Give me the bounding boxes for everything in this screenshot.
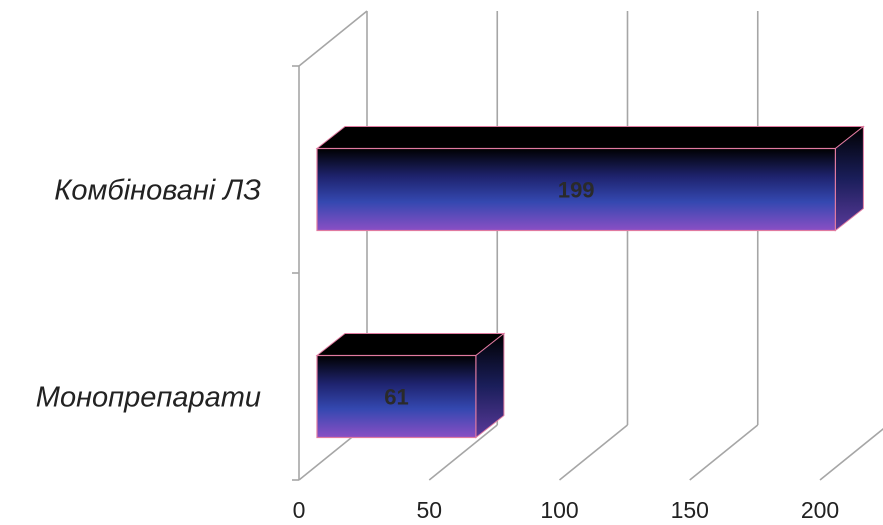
bars <box>315 125 865 439</box>
bar-front-face <box>316 354 477 439</box>
x-tick-label: 50 <box>416 497 442 523</box>
floor-line-100 <box>558 424 629 481</box>
x-tick-label: 100 <box>540 497 578 523</box>
category-label: Комбіновані ЛЗ <box>54 175 261 207</box>
data-label: 61 <box>384 385 408 410</box>
floor-line-200 <box>819 428 883 481</box>
bar-top-face <box>315 126 865 149</box>
category-label: Монопрепарати <box>36 382 261 414</box>
labels: 0 50 100 150 200 61 Монопрепарати 199 Комбінован… <box>36 175 839 524</box>
bar-front-face <box>316 147 836 232</box>
data-label: 199 <box>558 178 595 203</box>
x-tick-label: 200 <box>801 497 839 523</box>
floor-line-150 <box>689 424 759 481</box>
floor-line-50 <box>428 424 498 481</box>
x-tick-label: 0 <box>293 497 306 523</box>
bar-0 <box>315 332 506 439</box>
x-tick-label: 150 <box>671 497 709 523</box>
side-wall-top <box>298 10 368 67</box>
bar-1 <box>315 125 865 232</box>
bar-top-face <box>315 333 506 356</box>
